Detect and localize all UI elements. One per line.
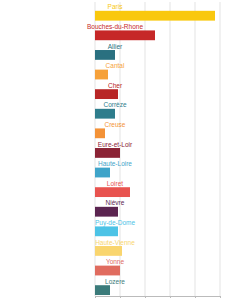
bar — [95, 207, 118, 217]
category-label: Allier — [108, 43, 123, 50]
chart: Paris Bouches-du-Rhone Allier Cantal Cher Cor… — [0, 0, 230, 300]
tick-mark — [220, 296, 221, 298]
category-labels: Paris Bouches-du-Rhone Allier Cantal Cher Cor… — [87, 3, 143, 284]
tick — [170, 296, 171, 298]
tick-mark — [120, 296, 121, 298]
bar — [95, 226, 118, 236]
tick — [145, 296, 146, 298]
bar — [95, 285, 110, 295]
tick — [95, 296, 96, 298]
grid-line — [195, 2, 196, 296]
category-label: Creuse — [105, 121, 126, 128]
category-label: Cantal — [106, 62, 125, 69]
tick — [220, 296, 221, 298]
x-axis — [96, 296, 221, 298]
bar — [95, 246, 122, 256]
category-label: Paris — [108, 3, 124, 10]
bar — [95, 168, 110, 178]
category-label: Puy-de-Dome — [95, 219, 135, 227]
category-label: Bouches-du-Rhone — [87, 23, 143, 30]
tick-mark — [145, 296, 146, 298]
tick-mark — [195, 296, 196, 298]
bar — [95, 11, 215, 21]
category-label: Corrèze — [103, 101, 127, 108]
grid-line — [220, 2, 221, 296]
category-label: Nièvre — [106, 199, 125, 206]
grid — [95, 2, 220, 296]
tick — [120, 296, 121, 298]
tick-mark — [95, 296, 96, 298]
bar — [95, 50, 115, 60]
tick — [195, 296, 196, 298]
category-label: Loiret — [107, 180, 123, 187]
axis-line — [96, 297, 221, 299]
category-label: Lozere — [105, 278, 125, 285]
bar — [95, 109, 115, 119]
bar — [95, 266, 120, 276]
grid-line — [145, 2, 146, 296]
bar — [95, 128, 105, 138]
category-label: Yonne — [106, 258, 125, 265]
category-label: Haute-Vienne — [95, 239, 135, 246]
bar — [95, 30, 155, 40]
category-label: Cher — [108, 82, 123, 89]
bar — [95, 187, 130, 197]
bar — [95, 89, 118, 99]
bar — [95, 70, 108, 80]
bars — [95, 11, 215, 295]
category-label: Haute-Loire — [98, 160, 132, 167]
tick-mark — [170, 296, 171, 298]
grid-line — [170, 2, 171, 296]
bar — [95, 148, 120, 158]
category-label: Eure-et-Loir — [98, 141, 133, 148]
